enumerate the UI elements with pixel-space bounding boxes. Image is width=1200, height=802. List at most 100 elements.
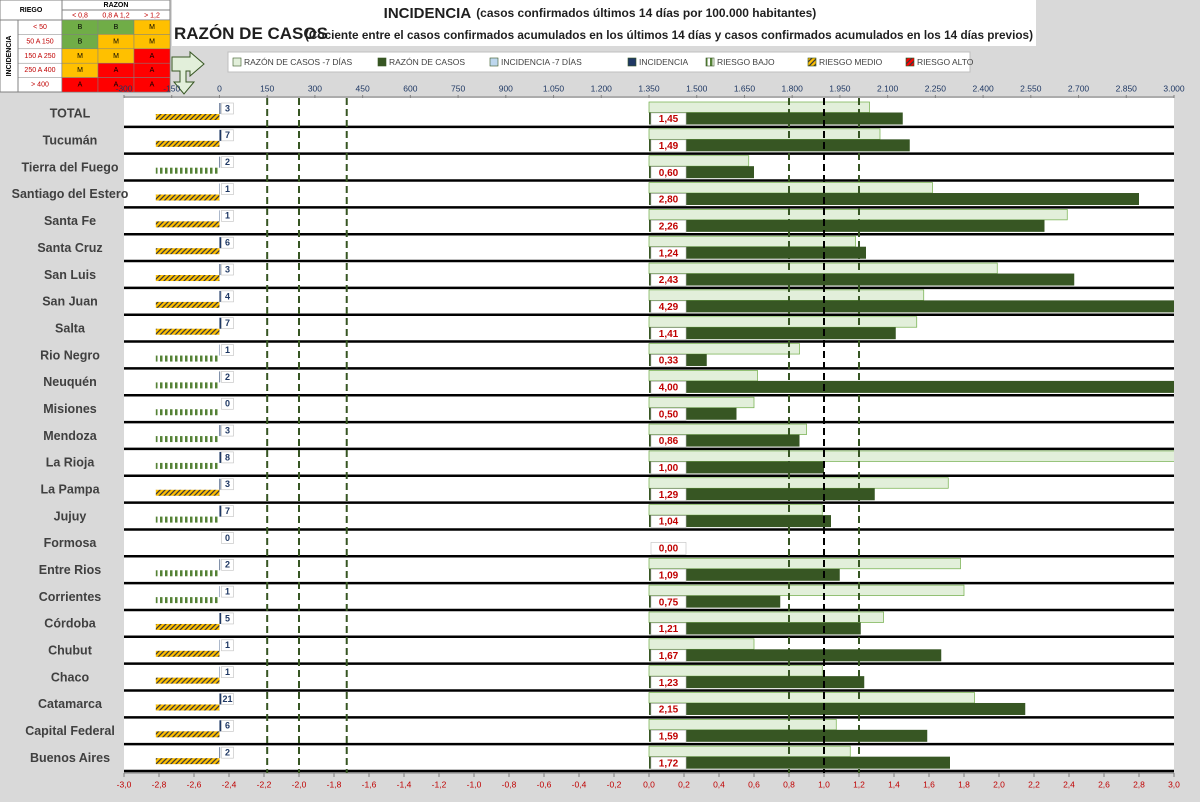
subtitle: RAZÓN DE CASOS: [174, 24, 328, 43]
category-label: San Luis: [44, 268, 96, 282]
label-box: [221, 532, 234, 544]
table-column: > 1,2: [144, 12, 160, 19]
bar: [219, 425, 221, 437]
category-label: Catamarca: [38, 697, 103, 711]
bar: [648, 665, 823, 677]
x2-tick-label: 450: [356, 83, 370, 93]
risk-bar: [155, 758, 220, 765]
bar: [219, 505, 222, 517]
label-box: [221, 156, 234, 168]
bar: [648, 477, 949, 489]
data-label: 0: [225, 533, 230, 543]
data-label: 0,86: [659, 436, 679, 447]
x-tick-label: -2,8: [152, 779, 167, 789]
x-tick-label: 1,4: [888, 779, 900, 789]
label-box: [650, 703, 687, 716]
bar: [219, 317, 222, 329]
legend-swatch: [627, 57, 637, 67]
data-label: 3: [225, 479, 230, 489]
data-label: 8: [225, 452, 230, 462]
x2-tick-label: 1.200: [591, 83, 613, 93]
category-label: Córdoba: [44, 617, 96, 631]
data-label: 2: [225, 560, 230, 570]
label-box: [221, 397, 234, 410]
bar: [648, 718, 837, 731]
x2-tick-label: 1.950: [829, 83, 851, 93]
data-label: 2,26: [659, 222, 679, 233]
bar: [648, 101, 870, 113]
category-label: Salta: [55, 321, 86, 335]
x-tick-label: -1,2: [432, 779, 447, 789]
label-box: [650, 676, 687, 689]
label-box: [650, 568, 687, 582]
data-label: 2: [225, 157, 230, 167]
label-box: [650, 139, 687, 153]
x-tick-label: -0,6: [537, 779, 552, 789]
data-label: 0: [225, 399, 230, 409]
x2-tick-label: 750: [451, 83, 465, 93]
label-box: [221, 746, 234, 759]
risk-bar: [155, 167, 220, 174]
bar: [219, 156, 221, 168]
category-label: Santa Fe: [44, 214, 96, 228]
x-tick-label: -1,0: [467, 779, 482, 789]
table-cell-text: M: [113, 53, 119, 60]
risk-bar: [155, 194, 220, 201]
data-label: 21: [222, 694, 232, 704]
bar: [648, 745, 851, 758]
label-box: [221, 505, 234, 517]
bar: [648, 182, 933, 194]
table-row-label: 150 A 250: [24, 53, 55, 60]
data-label: 4: [225, 291, 230, 301]
table-corner: RIEGO: [20, 7, 43, 14]
bar: [649, 112, 903, 125]
x2-tick-label: 2.850: [1116, 83, 1138, 93]
bar: [649, 327, 896, 340]
x-tick-label: -2,6: [187, 779, 202, 789]
data-label: 0,00: [659, 544, 679, 555]
legend-label: RIESGO MEDIO: [819, 57, 883, 67]
risk-bar: [155, 221, 220, 228]
data-label: 0,50: [659, 409, 679, 420]
risk-bar: [155, 140, 220, 147]
table-cell: [133, 77, 171, 93]
category-label: Santiago del Estero: [12, 187, 129, 201]
bar: [219, 237, 222, 249]
table-column: < 0,8: [72, 12, 88, 19]
bar: [648, 423, 807, 435]
table-cell-text: M: [149, 38, 155, 45]
x-tick-label: -3,0: [117, 779, 132, 789]
bar: [219, 371, 221, 383]
bar: [648, 692, 975, 704]
bar: [649, 488, 875, 501]
label-box: [221, 236, 234, 249]
x-tick-label: 0,4: [713, 779, 725, 789]
x-tick-label: 0,8: [783, 779, 795, 789]
legend-label: RIESGO ALTO: [917, 57, 974, 67]
data-label: 1: [225, 667, 230, 677]
x2-tick-label: 3.000: [1163, 83, 1185, 93]
bar: [649, 434, 800, 447]
bar: [648, 316, 918, 328]
bar: [219, 451, 222, 463]
bar: [648, 557, 961, 570]
data-label: 7: [225, 506, 230, 516]
data-label: 1: [225, 184, 230, 194]
x-tick-label: 1,6: [923, 779, 935, 789]
legend-box: [227, 51, 971, 73]
table-row-label: > 400: [31, 82, 49, 89]
label-box: [221, 639, 234, 652]
x2-tick-label: 1.500: [686, 83, 708, 93]
legend-label: RAZÓN DE CASOS -7 DÍAS: [244, 57, 352, 67]
category-label: Chubut: [48, 644, 93, 658]
x2-tick-label: 1.650: [734, 83, 756, 93]
legend-label: INCIDENCIA: [639, 57, 688, 67]
data-label: 1,45: [659, 114, 679, 125]
category-label: La Rioja: [46, 456, 96, 470]
x-tick-label: 2,4: [1063, 779, 1075, 789]
data-label: 1: [225, 345, 230, 355]
label-box: [221, 478, 234, 491]
category-label: Mendoza: [43, 429, 98, 443]
risk-bar: [155, 382, 220, 389]
